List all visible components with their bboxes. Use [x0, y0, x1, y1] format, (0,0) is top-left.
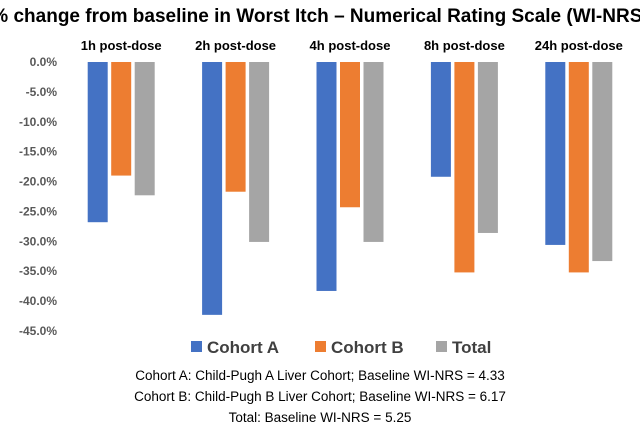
y-tick-label: 0.0%	[30, 55, 58, 69]
bar-cohort-b-24h-post-dose	[568, 62, 589, 273]
bar-cohort-a-24h-post-dose	[545, 62, 566, 245]
bar-total-24h-post-dose	[592, 62, 613, 262]
y-tick-label: -45.0%	[19, 324, 57, 338]
legend-label-total: Total	[452, 338, 491, 357]
bar-total-2h-post-dose	[249, 62, 270, 242]
y-tick-label: -20.0%	[19, 175, 57, 189]
y-tick-label: -35.0%	[19, 264, 57, 278]
category-label-8h-post-dose: 8h post-dose	[424, 38, 505, 53]
bar-cohort-b-4h-post-dose	[340, 62, 360, 208]
bar-total-4h-post-dose	[363, 62, 384, 242]
y-tick-label: -25.0%	[19, 204, 57, 218]
legend: Cohort A Cohort B Total	[191, 338, 491, 357]
note-total: Total: Baseline WI-NRS = 5.25	[228, 410, 412, 425]
legend-swatch-total	[436, 341, 447, 352]
bar-cohort-a-8h-post-dose	[430, 62, 451, 177]
legend-swatch-cohort-b	[315, 341, 326, 352]
y-tick-label: -5.0%	[26, 85, 58, 99]
bar-cohort-a-2h-post-dose	[202, 62, 223, 315]
category-label-2h-post-dose: 2h post-dose	[195, 38, 276, 53]
y-tick-label: -40.0%	[19, 294, 57, 308]
category-label-1h-post-dose: 1h post-dose	[81, 38, 162, 53]
category-label-24h-post-dose: 24h post-dose	[535, 38, 623, 53]
bar-cohort-a-4h-post-dose	[316, 62, 337, 291]
legend-swatch-cohort-a	[191, 341, 202, 352]
legend-label-cohort-a: Cohort A	[207, 338, 279, 357]
note-cohort-a: Cohort A: Child-Pugh A Liver Cohort; Bas…	[135, 368, 505, 383]
category-label-4h-post-dose: 4h post-dose	[310, 38, 391, 53]
bar-cohort-b-8h-post-dose	[454, 62, 475, 273]
bars	[87, 62, 613, 315]
y-axis-ticks: 0.0% -5.0% -10.0% -15.0% -20.0% -25.0% -30.0% -…	[19, 55, 57, 338]
note-cohort-b: Cohort B: Child-Pugh B Liver Cohort; Bas…	[134, 389, 506, 404]
bar-cohort-b-1h-post-dose	[111, 62, 132, 176]
y-tick-label: -30.0%	[19, 234, 57, 248]
bar-cohort-b-2h-post-dose	[225, 62, 246, 192]
bar-total-8h-post-dose	[477, 62, 498, 233]
y-tick-label: -10.0%	[19, 115, 57, 129]
category-labels: 1h post-dose 2h post-dose 4h post-dose 8h p…	[81, 38, 623, 53]
bar-cohort-a-1h-post-dose	[87, 62, 108, 223]
legend-label-cohort-b: Cohort B	[331, 338, 404, 357]
y-tick-label: -15.0%	[19, 145, 57, 159]
chart-title: % change from baseline in Worst Itch – N…	[0, 6, 640, 27]
bar-total-1h-post-dose	[134, 62, 155, 196]
